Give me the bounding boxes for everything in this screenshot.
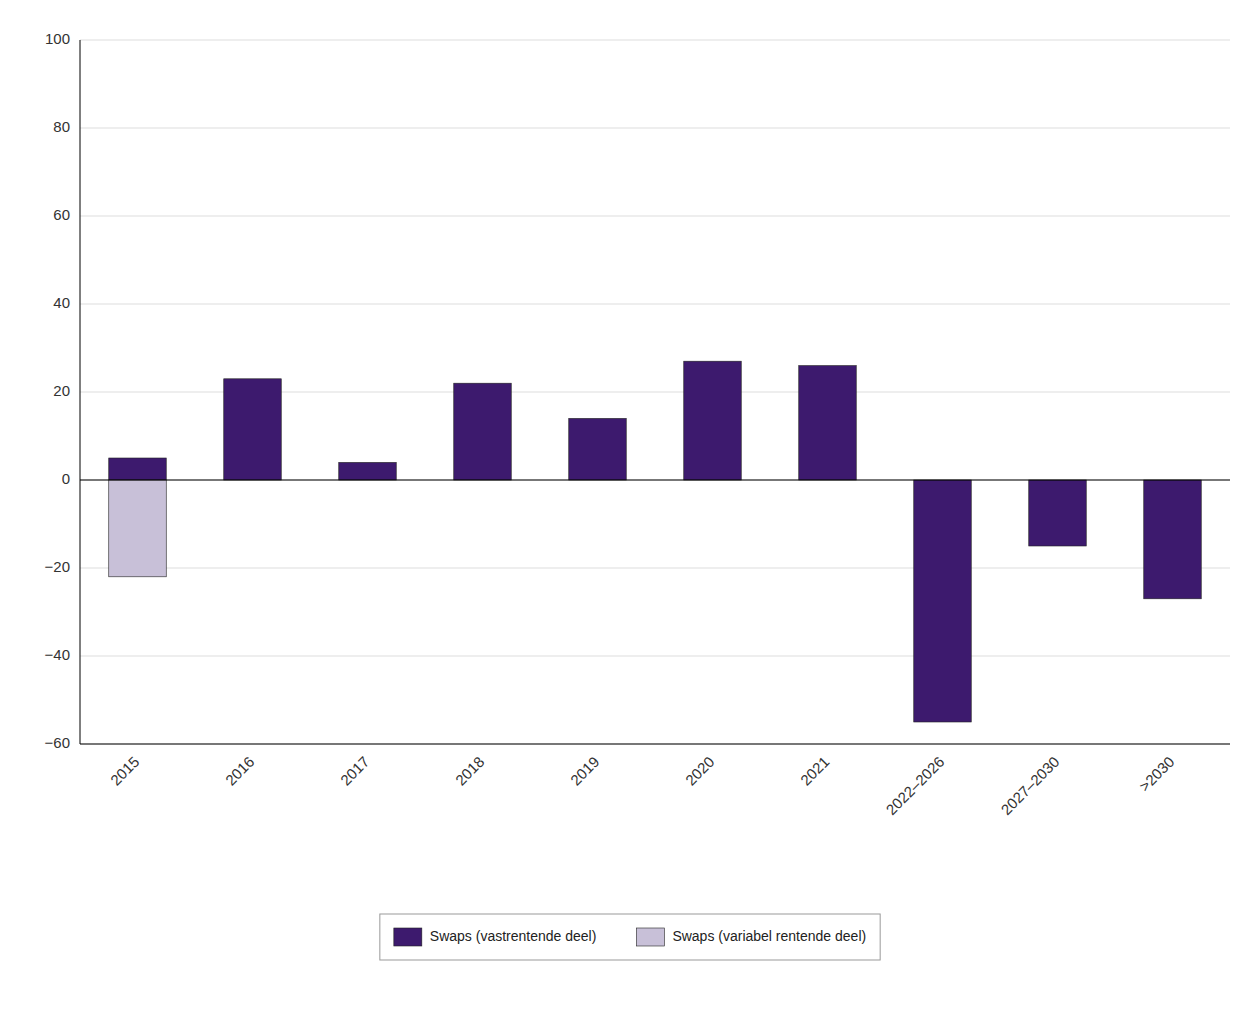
x-tick-label: 2018 [452,753,488,789]
grid-line [80,744,1230,745]
y-tick-label: 40 [53,294,70,311]
bar [684,361,742,480]
chart: −60−40−200204060801002015201620172018201… [0,0,1260,1024]
legend-label: Swaps (vastrentende deel) [430,928,597,944]
x-tick-label: >2030 [1136,753,1178,795]
grid-line [80,480,1230,481]
bar-series [109,361,1202,722]
bar [224,379,282,480]
x-tick-label: 2022–2026 [882,753,947,818]
x-tick-label: 2016 [222,753,258,789]
bar [799,366,857,480]
y-axis-line [80,40,81,744]
y-tick-label: 0 [62,470,70,487]
grid-line [80,568,1230,569]
grid-line [80,656,1230,657]
x-tick-label: 2027–2030 [997,753,1062,818]
legend: Swaps (vastrentende deel) Swaps (variabel… [380,914,880,960]
y-tick-label: −60 [45,734,70,751]
grid-line [80,216,1230,217]
y-tick-label: 100 [45,30,70,47]
bar [569,418,627,480]
y-tick-label: −20 [45,558,70,575]
grid-line [80,304,1230,305]
grid-line [80,40,1230,41]
legend-label: Swaps (variabel rentende deel) [672,928,866,944]
x-tick-label: 2021 [797,753,833,789]
zero-line [80,480,1230,481]
bar [1029,480,1087,546]
bar [339,462,397,480]
grid [80,40,1230,744]
y-tick-labels: −60 −40 −20 0 20 40 60 80 100 [45,30,70,751]
y-tick-label: −40 [45,646,70,663]
legend-frame [380,914,880,960]
x-tick-label: 2019 [567,753,603,789]
x-tick-label: 2015 [107,753,143,789]
y-tick-label: 20 [53,382,70,399]
x-tick-labels: 2015 2016 2017 2018 2019 2020 2021 2022–2026 202… [107,753,1178,818]
x-axis-line [80,744,1230,745]
y-tick-label: 60 [53,206,70,223]
x-tick-label: 2020 [682,753,718,789]
bar [914,480,972,722]
bar [1144,480,1202,599]
legend-swatch [394,928,422,946]
bar [109,458,167,480]
x-tick-label: 2017 [337,753,373,789]
y-tick-label: 80 [53,118,70,135]
grid-line [80,128,1230,129]
bars [109,361,1202,722]
legend-swatch [636,928,664,946]
bar [454,383,512,480]
bar-series [109,480,167,577]
bar [109,480,167,577]
